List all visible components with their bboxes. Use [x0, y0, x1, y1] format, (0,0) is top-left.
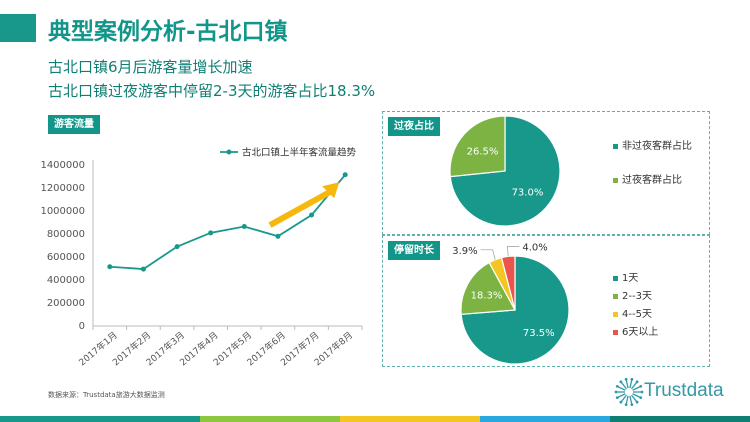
- y-tick-label: 200000: [47, 298, 85, 309]
- logo-dot: [615, 384, 619, 388]
- y-tick-label: 600000: [47, 252, 85, 263]
- y-tick-label: 400000: [47, 275, 85, 286]
- slice-value-label: 18.3%: [471, 291, 503, 302]
- slice-value-label: 26.5%: [467, 147, 499, 158]
- data-point: [140, 266, 146, 272]
- title-accent-bar: [0, 14, 36, 42]
- legend-swatch: [613, 294, 618, 299]
- overnight-panel-frame: [382, 111, 710, 235]
- logo-wordmark: Trustdata: [644, 380, 724, 401]
- leader-line: [480, 249, 496, 260]
- stay-panel-tag: 停留时长: [388, 241, 440, 260]
- data-point: [342, 172, 348, 178]
- series-line: [109, 174, 346, 270]
- legend-swatch: [613, 178, 618, 183]
- data-point: [208, 230, 214, 236]
- legend-label: 4--5天: [622, 309, 652, 320]
- logo-ray: [617, 393, 626, 399]
- logo-dot: [615, 396, 619, 400]
- y-tick-label: 1400000: [40, 160, 85, 171]
- legend-label: 古北口镇上半年客流量趋势: [242, 147, 357, 159]
- y-tick-label: 1200000: [40, 183, 85, 194]
- page-title: 典型案例分析-古北口镇: [48, 19, 288, 45]
- slice-value-label: 73.5%: [523, 328, 555, 339]
- y-tick-label: 1000000: [40, 206, 85, 217]
- logo-ray: [632, 393, 641, 399]
- trend-arrow-shaft: [268, 188, 333, 228]
- subtitle-growth: 古北口镇6月后游客量增长加速: [48, 58, 253, 76]
- flow-panel-tag: 游客流量: [48, 115, 100, 134]
- trend-arrow-head: [322, 182, 340, 199]
- bottom-color-band: [0, 416, 750, 422]
- data-point: [309, 212, 315, 218]
- slice-value-label: 4.0%: [522, 242, 547, 253]
- y-tick-label: 0: [79, 321, 85, 332]
- slice-value-label: 3.9%: [452, 246, 477, 257]
- logo-dot: [630, 403, 634, 407]
- legend-label: 6天以上: [622, 326, 658, 338]
- logo-dot: [639, 384, 643, 388]
- logo-dot: [639, 396, 643, 400]
- legend-swatch: [613, 276, 618, 281]
- slice-value-label: 73.0%: [512, 187, 544, 198]
- overnight-panel-tag: 过夜占比: [388, 117, 440, 136]
- pie-slice: [460, 261, 516, 315]
- y-tick-label: 800000: [47, 229, 85, 240]
- logo-ray: [620, 394, 628, 403]
- logo-ray: [617, 385, 626, 391]
- data-point: [174, 244, 180, 250]
- subtitle-stay-share: 古北口镇过夜游客中停留2-3天的游客占比18.3%: [48, 82, 376, 100]
- legend-marker: [226, 149, 232, 155]
- logo-dot: [619, 400, 623, 404]
- leader-line: [506, 246, 520, 257]
- legend-swatch: [613, 312, 618, 317]
- legend-label: 过夜客群占比: [622, 173, 682, 186]
- legend-label: 非过夜客群占比: [622, 139, 692, 152]
- logo-ray: [629, 395, 633, 405]
- trustdata-logo: Trustdata: [612, 372, 744, 412]
- logo-dot: [640, 390, 644, 394]
- legend-label: 1天: [622, 273, 638, 284]
- legend-swatch: [613, 330, 618, 335]
- logo-ray: [629, 379, 633, 389]
- stay-duration-pie-chart: 73.5% 18.3% 3.9% 4.0% 1天 2--3天 4--5天 6天以上: [452, 242, 658, 365]
- data-point: [241, 224, 247, 230]
- logo-ray: [630, 394, 638, 403]
- logo-dot: [624, 377, 628, 381]
- logo-dot: [635, 400, 639, 404]
- legend-swatch: [613, 144, 618, 149]
- logo-dot: [635, 380, 639, 384]
- logo-dot: [619, 380, 623, 384]
- logo-dot: [624, 403, 628, 407]
- logo-burst-icon: [614, 377, 644, 407]
- logo-ray: [625, 395, 629, 405]
- pie-slice: [449, 115, 506, 178]
- logo-ray: [620, 381, 628, 390]
- data-point: [275, 233, 281, 239]
- logo-ray: [630, 381, 638, 390]
- data-point: [107, 264, 113, 270]
- logo-ray: [625, 379, 629, 389]
- visitor-flow-line-chart: 0 200000 400000 600000 800000 1000000 1200000 1…: [40, 147, 363, 368]
- logo-dot: [614, 390, 618, 394]
- data-source-note: 数据来源：Trustdata旅游大数据监测: [48, 391, 165, 399]
- legend-label: 2--3天: [622, 291, 652, 302]
- logo-dot: [630, 377, 634, 381]
- stay-panel-frame: [382, 235, 710, 367]
- logo-ray: [632, 385, 641, 391]
